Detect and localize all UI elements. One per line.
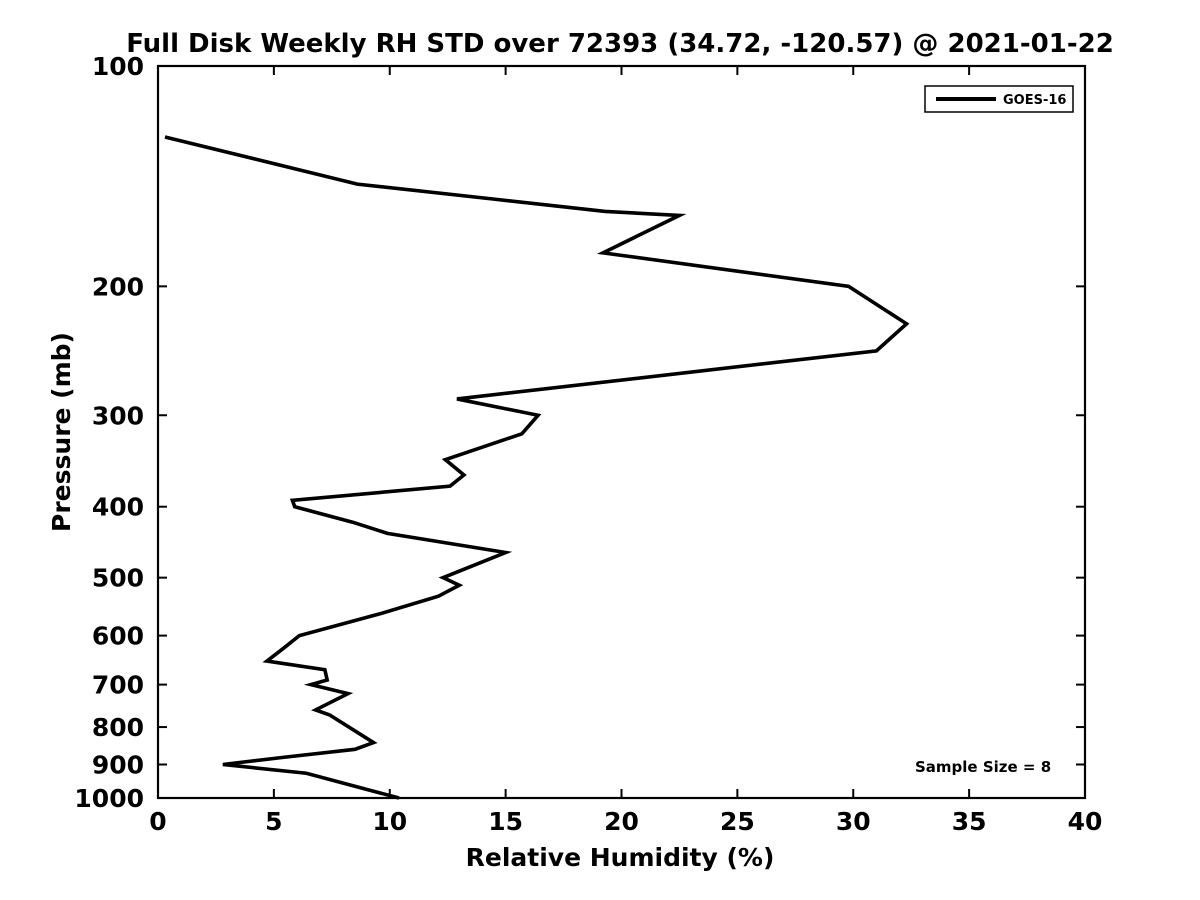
y-tick-label: 1000 xyxy=(74,784,144,813)
y-axis-label: Pressure (mb) xyxy=(47,332,76,532)
y-tick-label: 200 xyxy=(92,272,144,301)
x-axis-label: Relative Humidity (%) xyxy=(466,843,775,872)
y-tick-label: 300 xyxy=(92,401,144,430)
x-tick-label: 10 xyxy=(372,807,407,836)
x-tick-label: 15 xyxy=(488,807,523,836)
y-tick-label: 900 xyxy=(92,751,144,780)
sample-size-annotation: Sample Size = 8 xyxy=(915,758,1051,776)
y-tick-label: 100 xyxy=(92,52,144,81)
x-tick-label: 30 xyxy=(836,807,871,836)
y-tick-label: 400 xyxy=(92,493,144,522)
plot-area-border xyxy=(156,64,1087,800)
x-tick-label: 20 xyxy=(604,807,639,836)
legend[interactable]: GOES-16 xyxy=(924,85,1074,113)
y-tick-label: 700 xyxy=(92,671,144,700)
y-tick-label: 500 xyxy=(92,564,144,593)
legend-label-goes-16: GOES-16 xyxy=(1003,93,1066,108)
data-line-goes-16 xyxy=(164,135,910,800)
x-axis-ticks: 0 5 10 15 20 25 30 35 40 xyxy=(149,66,1102,836)
y-tick-label: 600 xyxy=(92,622,144,651)
y-tick-label: 800 xyxy=(92,713,144,742)
x-tick-label: 0 xyxy=(149,807,166,836)
y-axis-ticks: 100 200 300 400 500 600 700 800 900 1000 xyxy=(74,52,1085,813)
plot-title-group: Full Disk Weekly RH STD over 72393 (34.7… xyxy=(126,29,1114,59)
x-tick-label: 40 xyxy=(1068,807,1103,836)
axes-frame xyxy=(156,64,1087,800)
page-title: Full Disk Weekly RH STD over 72393 (34.7… xyxy=(126,29,1114,59)
x-tick-label: 35 xyxy=(952,807,987,836)
x-tick-label: 5 xyxy=(265,807,282,836)
x-tick-label: 25 xyxy=(720,807,755,836)
data-series-group xyxy=(164,135,910,800)
